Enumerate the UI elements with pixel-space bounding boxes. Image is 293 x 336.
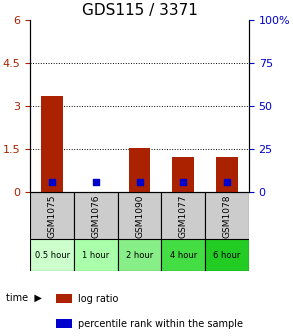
FancyBboxPatch shape xyxy=(30,193,74,239)
Text: GSM1076: GSM1076 xyxy=(91,194,100,238)
FancyBboxPatch shape xyxy=(118,239,161,270)
Title: GDS115 / 3371: GDS115 / 3371 xyxy=(82,3,197,18)
Text: GSM1075: GSM1075 xyxy=(47,194,57,238)
Point xyxy=(50,179,54,185)
Point xyxy=(181,180,186,185)
FancyBboxPatch shape xyxy=(205,193,249,239)
Bar xyxy=(57,294,72,303)
Bar xyxy=(57,320,72,328)
Bar xyxy=(41,96,63,193)
Text: time  ▶: time ▶ xyxy=(6,292,42,302)
FancyBboxPatch shape xyxy=(74,193,118,239)
Bar xyxy=(129,148,151,193)
Text: 2 hour: 2 hour xyxy=(126,251,153,259)
Text: 0.5 hour: 0.5 hour xyxy=(35,251,70,259)
FancyBboxPatch shape xyxy=(30,239,74,270)
Text: 1 hour: 1 hour xyxy=(82,251,110,259)
FancyBboxPatch shape xyxy=(161,193,205,239)
Text: 4 hour: 4 hour xyxy=(170,251,197,259)
Point xyxy=(93,179,98,185)
Text: log ratio: log ratio xyxy=(78,294,119,304)
Text: GSM1078: GSM1078 xyxy=(222,194,231,238)
FancyBboxPatch shape xyxy=(118,193,161,239)
Text: GSM1077: GSM1077 xyxy=(179,194,188,238)
Bar xyxy=(216,157,238,193)
FancyBboxPatch shape xyxy=(205,239,249,270)
Text: GSM1090: GSM1090 xyxy=(135,194,144,238)
Bar xyxy=(172,157,194,193)
Text: 6 hour: 6 hour xyxy=(213,251,241,259)
Point xyxy=(225,180,229,185)
FancyBboxPatch shape xyxy=(74,239,118,270)
Text: percentile rank within the sample: percentile rank within the sample xyxy=(78,319,243,329)
Point xyxy=(137,180,142,185)
FancyBboxPatch shape xyxy=(161,239,205,270)
